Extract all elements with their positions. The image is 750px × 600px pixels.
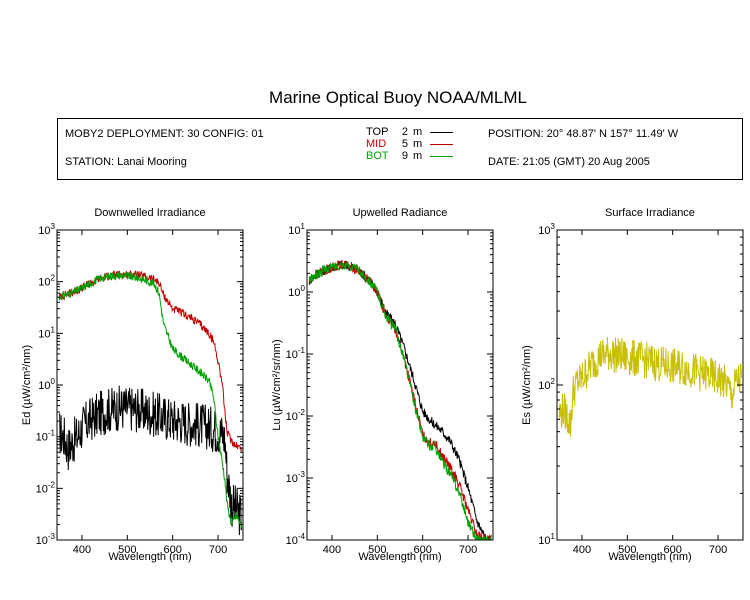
chart-panel-3: Surface Irradiance 400 500 600 700 Wavelength… (521, 207, 744, 563)
info-box: MOBY2 DEPLOYMENT: 30 CONFIG: 01 STATION:… (57, 118, 743, 180)
legend-line-mid (430, 143, 454, 145)
y-tick-label: 103 (538, 222, 555, 237)
y-tick-label: 101 (288, 222, 305, 237)
chart-panel-2: Upwelled Radiance 400 500 600 700 Wavelength … (271, 207, 494, 563)
x-tick-label: 700 (709, 544, 727, 556)
legend-entry-mid: MID 5 m (366, 138, 454, 150)
series-line-top (58, 385, 243, 536)
y-tick-label: 10-3 (286, 470, 306, 485)
position-text: POSITION: 20° 48.87' N 157° 11.49' W (488, 128, 679, 140)
x-axis-label: Wavelength (nm) (608, 551, 691, 563)
legend-line-top (430, 131, 454, 133)
date-text: DATE: 21:05 (GMT) 20 Aug 2005 (488, 156, 650, 168)
series-line-top (308, 260, 492, 540)
x-tick-label: 400 (73, 544, 91, 556)
x-tick-label: 600 (164, 544, 182, 556)
x-tick-label: 600 (414, 544, 432, 556)
y-axis-label: Lu (µW/cm²/sr/nm) (271, 339, 283, 430)
page-title: Marine Optical Buoy NOAA/MLML (269, 88, 527, 107)
legend-depth: 5 (401, 138, 408, 150)
legend-entry-top: TOP 2 m (366, 126, 454, 138)
legend-unit: m (413, 138, 423, 150)
y-tick-label: 102 (538, 377, 555, 392)
legend-entry-bot: BOT 9 m (366, 150, 454, 162)
series-line-bot (58, 270, 243, 529)
station-text: STATION: Lanai Mooring (65, 156, 187, 168)
y-tick-label: 100 (288, 284, 305, 299)
legend-name: TOP (366, 126, 389, 138)
y-tick-label: 10-2 (286, 408, 306, 423)
legend-name: MID (366, 138, 387, 150)
series-line-es (558, 337, 743, 438)
chart-title: Upwelled Radiance (353, 207, 448, 219)
x-tick-label: 400 (573, 544, 591, 556)
chart-title: Surface Irradiance (605, 207, 695, 219)
deployment-text: MOBY2 DEPLOYMENT: 30 CONFIG: 01 (65, 128, 264, 140)
y-tick-label: 101 (38, 325, 55, 340)
y-tick-label: 10-1 (36, 429, 56, 444)
x-tick-label: 700 (209, 544, 227, 556)
legend-name: BOT (366, 150, 389, 162)
y-tick-label: 102 (38, 274, 55, 289)
x-tick-label: 500 (368, 544, 386, 556)
x-tick-label: 500 (618, 544, 636, 556)
plot-frame (556, 229, 744, 541)
series-line-mid (308, 259, 492, 540)
legend-unit: m (413, 150, 423, 162)
y-tick-label: 10-1 (286, 346, 306, 361)
x-axis-label: Wavelength (nm) (358, 551, 441, 563)
x-tick-label: 600 (664, 544, 682, 556)
plot-frame (306, 229, 494, 541)
x-axis-label: Wavelength (nm) (108, 551, 191, 563)
y-axis-label: Ed (µW/cm²/nm) (21, 345, 33, 425)
x-tick-label: 500 (118, 544, 136, 556)
y-tick-label: 10-2 (36, 480, 56, 495)
y-tick-label: 101 (538, 532, 555, 547)
chart-panel-1: Downwelled Irradiance 400 500 600 700 Wavelen… (21, 207, 244, 563)
y-tick-label: 10-3 (36, 532, 56, 547)
series-line-bot (308, 260, 492, 540)
legend-depth: 9 (401, 150, 408, 162)
y-axis-label: Es (µW/cm²/nm) (521, 345, 533, 425)
chart-title: Downwelled Irradiance (94, 207, 205, 219)
y-tick-label: 10-4 (286, 532, 306, 547)
y-tick-label: 100 (38, 377, 55, 392)
x-tick-label: 700 (459, 544, 477, 556)
legend-depth: 2 (401, 126, 408, 138)
x-tick-label: 400 (323, 544, 341, 556)
y-tick-label: 103 (38, 222, 55, 237)
legend-line-bot (430, 155, 454, 157)
legend-unit: m (413, 126, 423, 138)
